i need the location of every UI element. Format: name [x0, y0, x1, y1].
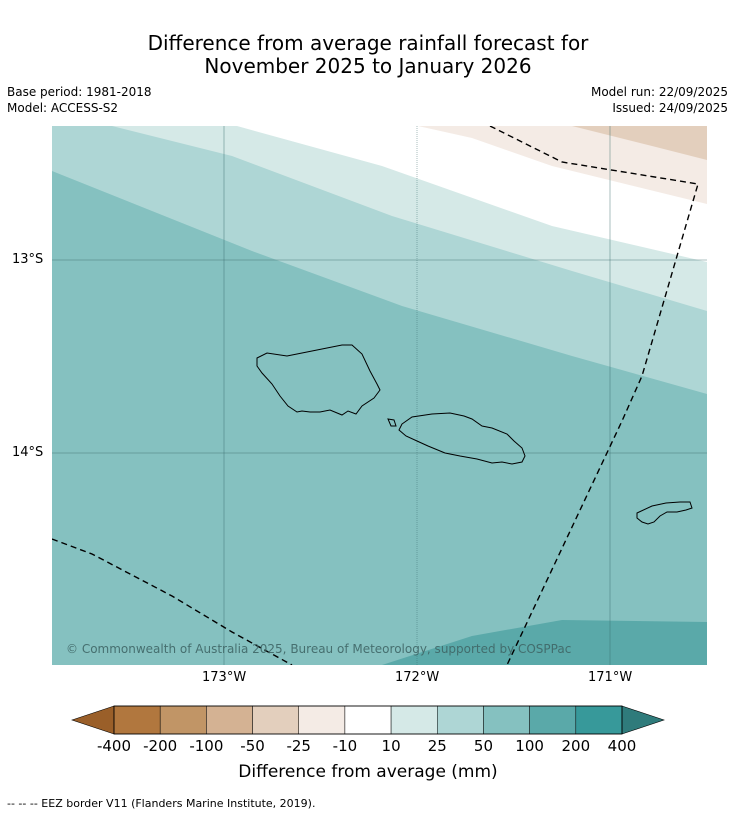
chart-title-line1: Difference from average rainfall forecas…	[147, 31, 589, 55]
model-name: Model: ACCESS-S2	[7, 101, 119, 115]
colorbar-tick-label: -200	[143, 737, 178, 755]
savaii-island	[256, 344, 381, 416]
graticule	[52, 126, 707, 665]
colorbar-bin	[159, 705, 207, 735]
colorbar-tick-label: 100	[515, 737, 544, 755]
colorbar-title: Difference from average (mm)	[238, 762, 498, 782]
colorbar-bin	[113, 705, 161, 735]
colorbar-bin	[529, 705, 577, 735]
lat-label-14s: 14°S	[12, 445, 44, 460]
tutuila-island	[636, 501, 693, 525]
colorbar-tick-label: -50	[240, 737, 265, 755]
colorbar-tick-label: 10	[381, 737, 401, 755]
band-minus25	[418, 126, 707, 204]
lat-label-13s: 13°S	[12, 252, 44, 267]
issued-date: Issued: 24/09/2025	[612, 101, 728, 115]
colorbar-tick-label: 25	[427, 737, 447, 755]
colorbar-bin	[252, 705, 299, 735]
colorbar-tick-label: 400	[607, 737, 637, 755]
colorbar-low-extend	[71, 705, 115, 735]
lon-label-172w: 172°W	[395, 670, 440, 685]
lon-label-171w: 171°W	[588, 670, 633, 685]
islands	[256, 344, 693, 525]
colorbar-high-extend	[621, 705, 665, 735]
manono-islet	[387, 418, 397, 427]
band-100-200	[382, 620, 707, 665]
colorbar-bin	[298, 705, 346, 735]
colorbar-tick-label: -400	[96, 737, 132, 755]
model-run: Model run: 22/09/2025	[590, 85, 728, 99]
colorbar-bin	[344, 705, 392, 735]
colorbar	[71, 705, 665, 735]
colorbar-tick-label: 50	[473, 737, 493, 755]
chart-title-line2: November 2025 to January 2026	[204, 54, 532, 78]
eez-border	[52, 126, 699, 665]
rainfall-map: © Commonwealth of Australia 2025, Bureau…	[52, 126, 707, 665]
colorbar-bin	[206, 705, 253, 735]
colorbar-bin	[390, 705, 438, 735]
colorbar-tick-label: -10	[332, 737, 358, 755]
lon-label-173w: 173°W	[202, 670, 247, 685]
eez-footnote: -- -- -- EEZ border V11 (Flanders Marine…	[7, 797, 316, 810]
band-minus50	[572, 126, 707, 160]
upolu-island	[398, 412, 526, 465]
colorbar-tick-label: -100	[189, 737, 224, 755]
colorbar-bin	[437, 705, 484, 735]
colorbar-tick-label: 200	[561, 737, 591, 755]
colorbar-bin	[483, 705, 530, 735]
colorbar-tick-label: -25	[286, 737, 311, 755]
colorbar-bin	[575, 705, 623, 735]
copyright-text: © Commonwealth of Australia 2025, Bureau…	[66, 642, 571, 656]
base-period: Base period: 1981-2018	[7, 85, 152, 99]
